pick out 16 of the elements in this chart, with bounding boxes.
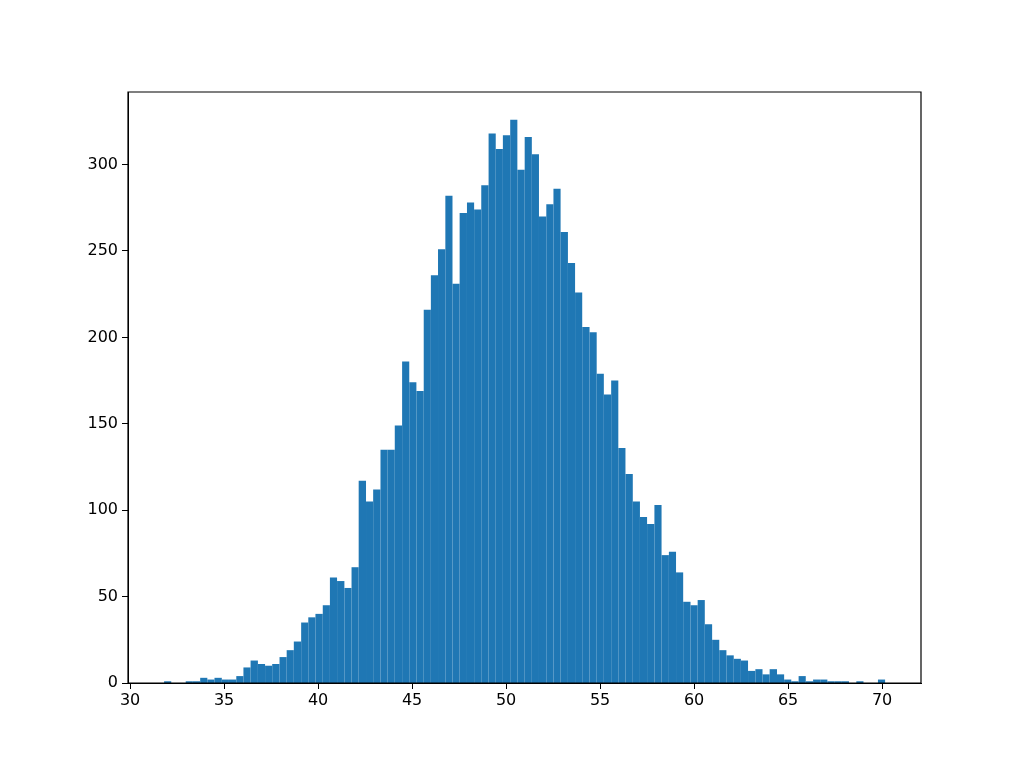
x-tick-label: 65 — [777, 689, 799, 709]
y-tick-label: 100 — [87, 499, 118, 519]
y-tick-label: 50 — [97, 585, 118, 605]
y-tick-label: 250 — [87, 240, 118, 260]
y-tick-label: 0 — [107, 672, 118, 692]
x-tick-label: 70 — [871, 689, 893, 709]
y-tick-label: 150 — [87, 412, 118, 432]
y-tick-label: 300 — [87, 153, 118, 173]
x-tick-label: 35 — [213, 689, 235, 709]
x-tick-label: 40 — [307, 689, 329, 709]
x-tick-label: 55 — [589, 689, 611, 709]
x-tick-label: 30 — [119, 689, 141, 709]
x-tick-label: 60 — [683, 689, 705, 709]
y-tick-label: 200 — [87, 326, 118, 346]
x-tick-label: 50 — [495, 689, 517, 709]
x-tick-label: 45 — [401, 689, 423, 709]
